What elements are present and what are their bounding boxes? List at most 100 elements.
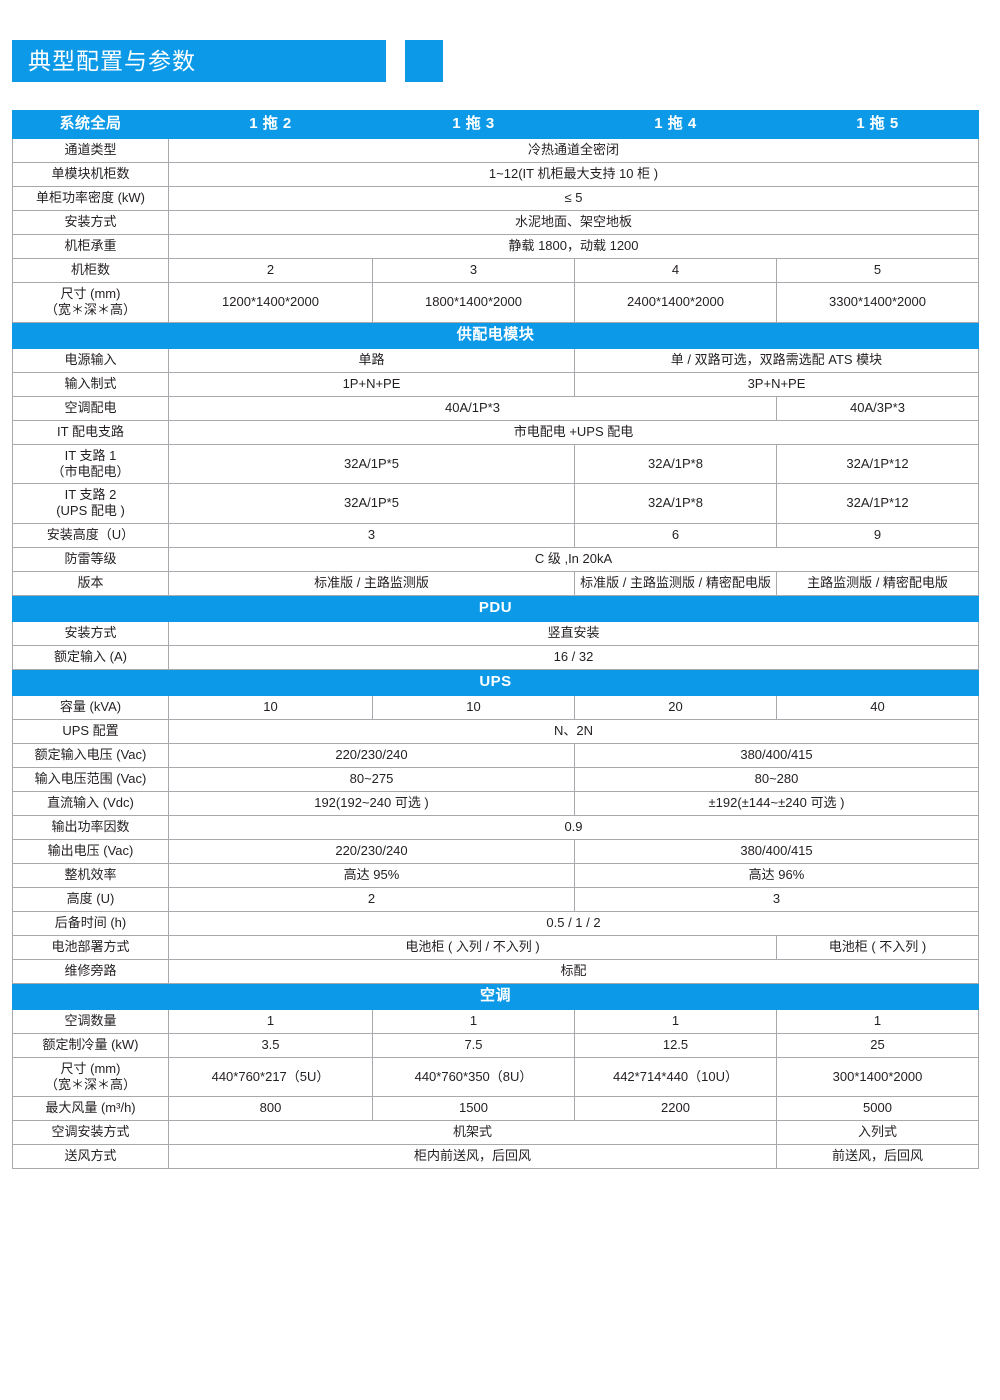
row-label-line1: 空调数量 — [64, 1012, 117, 1028]
row-label: 防雷等级 — [12, 546, 169, 572]
row-value: 1 — [776, 1008, 979, 1034]
row-label-line2: (UPS 配电 ) — [56, 503, 125, 519]
section-title: PDU — [12, 594, 979, 622]
row-label: 额定输入电压 (Vac) — [12, 742, 169, 768]
row-label-line1: 空调配电 — [64, 399, 117, 415]
row-label: 直流输入 (Vdc) — [12, 790, 169, 816]
row-label: 机柜数 — [12, 258, 169, 283]
row-value: 市电配电 +UPS 配电 — [168, 419, 979, 445]
row-label: 输入电压范围 (Vac) — [12, 766, 169, 792]
row-value: 380/400/415 — [574, 838, 979, 864]
row-value: 竖直安装 — [168, 620, 979, 646]
table-row: 电池部署方式 电池柜 ( 入列 / 不入列 ) 电池柜 ( 不入列 ) — [12, 934, 979, 960]
row-value: 柜内前送风，后回风 — [168, 1144, 777, 1169]
table-row: 整机效率 高达 95% 高达 96% — [12, 862, 979, 888]
page-title: 典型配置与参数 — [28, 47, 196, 74]
row-value: 2 — [168, 258, 373, 283]
row-label-line1: 电池部署方式 — [51, 938, 130, 954]
row-value: 6 — [574, 522, 777, 548]
row-value: 3P+N+PE — [574, 371, 979, 397]
row-label: 版本 — [12, 570, 169, 596]
column-header-1to3: 1 拖 3 — [372, 110, 575, 139]
row-value: 入列式 — [776, 1120, 979, 1145]
table-row: 送风方式 柜内前送风，后回风 前送风，后回风 — [12, 1144, 979, 1169]
table-row: 后备时间 (h) 0.5 / 1 / 2 — [12, 910, 979, 936]
table-row: 空调数量 1 1 1 1 — [12, 1008, 979, 1034]
row-label: 通道类型 — [12, 138, 169, 163]
row-value: 1 — [168, 1008, 373, 1034]
table-row: 版本 标准版 / 主路监测版 标准版 / 主路监测版 / 精密配电版 主路监测版 / … — [12, 570, 979, 596]
row-value: 3 — [574, 886, 979, 912]
row-value: 3300*1400*2000 — [776, 282, 979, 323]
row-label: 高度 (U) — [12, 886, 169, 912]
row-value: 标准版 / 主路监测版 / 精密配电版 — [574, 570, 777, 596]
row-label-line1: 输入电压范围 (Vac) — [34, 770, 147, 786]
table-row: 机柜承重 静载 1800，动载 1200 — [12, 234, 979, 259]
row-label-line2: （宽＊深＊高） — [44, 302, 136, 318]
row-label-line1: 直流输入 (Vdc) — [47, 794, 134, 810]
row-label: 空调安装方式 — [12, 1120, 169, 1145]
row-label: 输出电压 (Vac) — [12, 838, 169, 864]
row-value: 4 — [574, 258, 777, 283]
row-value: 1 — [372, 1008, 575, 1034]
row-value: 25 — [776, 1032, 979, 1058]
row-label-line1: 尺寸 (mm) — [60, 1060, 121, 1076]
row-label-line1: 容量 (kVA) — [59, 698, 122, 714]
table-row: 额定输入 (A) 16 / 32 — [12, 644, 979, 670]
row-label-line1: 单柜功率密度 (kW) — [35, 190, 146, 206]
row-value: 40A/1P*3 — [168, 395, 777, 421]
row-value: 1P+N+PE — [168, 371, 575, 397]
row-label-line1: IT 配电支路 — [57, 423, 124, 439]
row-value: 标配 — [168, 958, 979, 984]
row-value: 单 / 双路可选，双路需选配 ATS 模块 — [574, 347, 979, 373]
table-row: 高度 (U) 2 3 — [12, 886, 979, 912]
row-label-line1: 维修旁路 — [64, 962, 117, 978]
row-value: 80~275 — [168, 766, 575, 792]
row-value: 9 — [776, 522, 979, 548]
section-title: 供配电模块 — [12, 321, 979, 349]
row-label-line1: 空调安装方式 — [51, 1124, 130, 1140]
row-label-line1: 机柜数 — [70, 262, 110, 278]
row-label: 空调数量 — [12, 1008, 169, 1034]
row-label: 额定制冷量 (kW) — [12, 1032, 169, 1058]
table-head: 系统全局 1 拖 2 1 拖 3 1 拖 4 1 拖 5 — [12, 110, 979, 139]
row-label: 整机效率 — [12, 862, 169, 888]
row-value: 电池柜 ( 入列 / 不入列 ) — [168, 934, 777, 960]
table-section-row: PDU — [12, 594, 979, 622]
table-row: 电源输入 单路单 / 双路可选，双路需选配 ATS 模块 — [12, 347, 979, 373]
row-value: 3 — [372, 258, 575, 283]
row-value: 300*1400*2000 — [776, 1056, 979, 1097]
table-row: 额定输入电压 (Vac) 220/230/240 380/400/415 — [12, 742, 979, 768]
row-label: 单柜功率密度 (kW) — [12, 186, 169, 211]
row-value: 192(192~240 可选 ) — [168, 790, 575, 816]
row-label-line1: 额定输入电压 (Vac) — [34, 746, 147, 762]
row-label: 空调配电 — [12, 395, 169, 421]
row-label: 维修旁路 — [12, 958, 169, 984]
row-value: C 级 ,In 20kA — [168, 546, 979, 572]
row-label-line1: 输出功率因数 — [51, 818, 130, 834]
table-row: 空调安装方式 机架式 入列式 — [12, 1120, 979, 1145]
row-value: 高达 95% — [168, 862, 575, 888]
row-value: 5000 — [776, 1096, 979, 1121]
row-label: 最大风量 (m³/h) — [12, 1096, 169, 1121]
table-row: 输出功率因数 0.9 — [12, 814, 979, 840]
row-value: 442*714*440（10U） — [574, 1056, 777, 1097]
row-value: 水泥地面、架空地板 — [168, 210, 979, 235]
row-value: 32A/1P*12 — [776, 483, 979, 524]
row-label-line1: 通道类型 — [64, 142, 117, 158]
row-value: 机架式 — [168, 1120, 777, 1145]
row-label-line1: IT 支路 1 — [64, 447, 117, 463]
row-value: 1500 — [372, 1096, 575, 1121]
column-header-1to5: 1 拖 5 — [776, 110, 979, 139]
row-label-line1: UPS 配置 — [62, 722, 119, 738]
row-label-line2: （市电配电） — [51, 463, 130, 479]
row-label: 尺寸 (mm) （宽＊深＊高） — [12, 282, 169, 323]
row-label: 后备时间 (h) — [12, 910, 169, 936]
row-value: 电池柜 ( 不入列 ) — [776, 934, 979, 960]
table-row: 防雷等级 C 级 ,In 20kA — [12, 546, 979, 572]
row-value: 单路 — [168, 347, 575, 373]
row-label-line1: 机柜承重 — [64, 238, 117, 254]
row-label-line1: 后备时间 (h) — [54, 914, 127, 930]
row-label-line1: 电源输入 — [64, 351, 117, 367]
row-value: 16 / 32 — [168, 644, 979, 670]
